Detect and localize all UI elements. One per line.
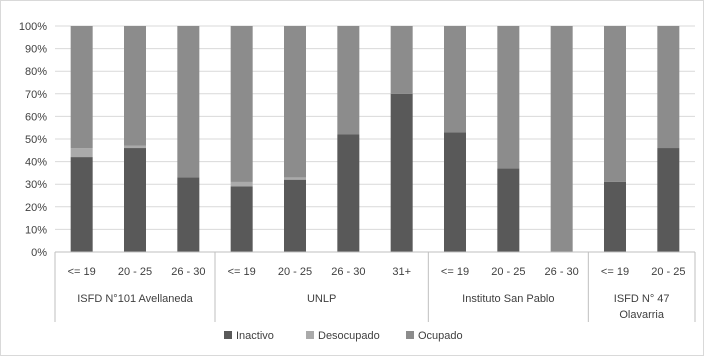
x-tick-label: 20 - 25 [651,266,685,278]
bar-segment-inactivo [390,93,413,252]
x-tick-label: 20 - 25 [118,266,152,278]
bar-segment-inactivo [124,148,146,252]
y-tick-label: 30% [25,179,47,191]
bar-segment-ocupado [284,26,306,178]
bar-segment-ocupado [550,26,573,252]
legend-label: Ocupado [418,330,463,342]
bar-segment-ocupado [337,26,360,135]
bar-segment-ocupado [657,26,680,149]
y-tick-label: 70% [25,89,47,101]
bar-segment-inactivo [444,132,466,252]
bar-segment-ocupado [497,26,520,169]
x-tick-label: 26 - 30 [545,266,579,278]
bar-segment-ocupado [124,26,146,146]
x-tick-label: 26 - 30 [171,266,205,278]
bar-segment-ocupado [230,26,253,182]
bar-segment-inactivo [604,181,626,252]
y-tick-label: 80% [25,66,47,78]
y-tick-label: 50% [25,134,47,146]
group-label: Olavarria [619,309,665,321]
bar-segment-ocupado [390,26,413,94]
y-tick-label: 20% [25,202,47,214]
bar-segment-inactivo [284,179,306,252]
bar-segment-ocupado [604,26,626,182]
x-tick-label: 31+ [392,266,411,278]
group-label: UNLP [307,293,336,305]
legend-swatch-ocupado [406,331,414,339]
y-tick-label: 40% [25,157,47,169]
y-tick-label: 100% [19,21,47,33]
bar-segment-desocupado [70,148,93,158]
bar-segment-inactivo [177,177,200,252]
x-tick-label: <= 19 [601,266,629,278]
bar-segment-inactivo [337,134,360,252]
y-tick-label: 0% [31,247,47,259]
x-tick-label: <= 19 [68,266,96,278]
bar-segment-desocupado [284,177,306,180]
bar-segment-inactivo [230,186,253,252]
y-tick-label: 10% [25,224,47,236]
group-label: Instituto San Pablo [462,293,554,305]
bar-segment-ocupado [70,26,93,149]
x-tick-label: 20 - 25 [491,266,525,278]
bar-segment-ocupado [177,26,200,178]
bar-segment-inactivo [497,168,520,252]
bar-segment-desocupado [230,181,253,187]
legend-label: Inactivo [236,330,274,342]
x-tick-label: 20 - 25 [278,266,312,278]
bar-segment-desocupado [124,145,146,149]
y-tick-label: 60% [25,111,47,123]
group-label: ISFD N° 47 [614,293,670,305]
legend-label: Desocupado [318,330,380,342]
bar-segment-inactivo [70,157,93,252]
x-tick-label: <= 19 [228,266,256,278]
legend-swatch-desocupado [306,331,314,339]
x-tick-label: <= 19 [441,266,469,278]
y-tick-label: 90% [25,44,47,56]
legend-swatch-inactivo [224,331,232,339]
group-label: ISFD N°101 Avellaneda [77,293,193,305]
bar-segment-ocupado [444,26,466,133]
bar-segment-inactivo [657,148,680,252]
x-tick-label: 26 - 30 [331,266,365,278]
